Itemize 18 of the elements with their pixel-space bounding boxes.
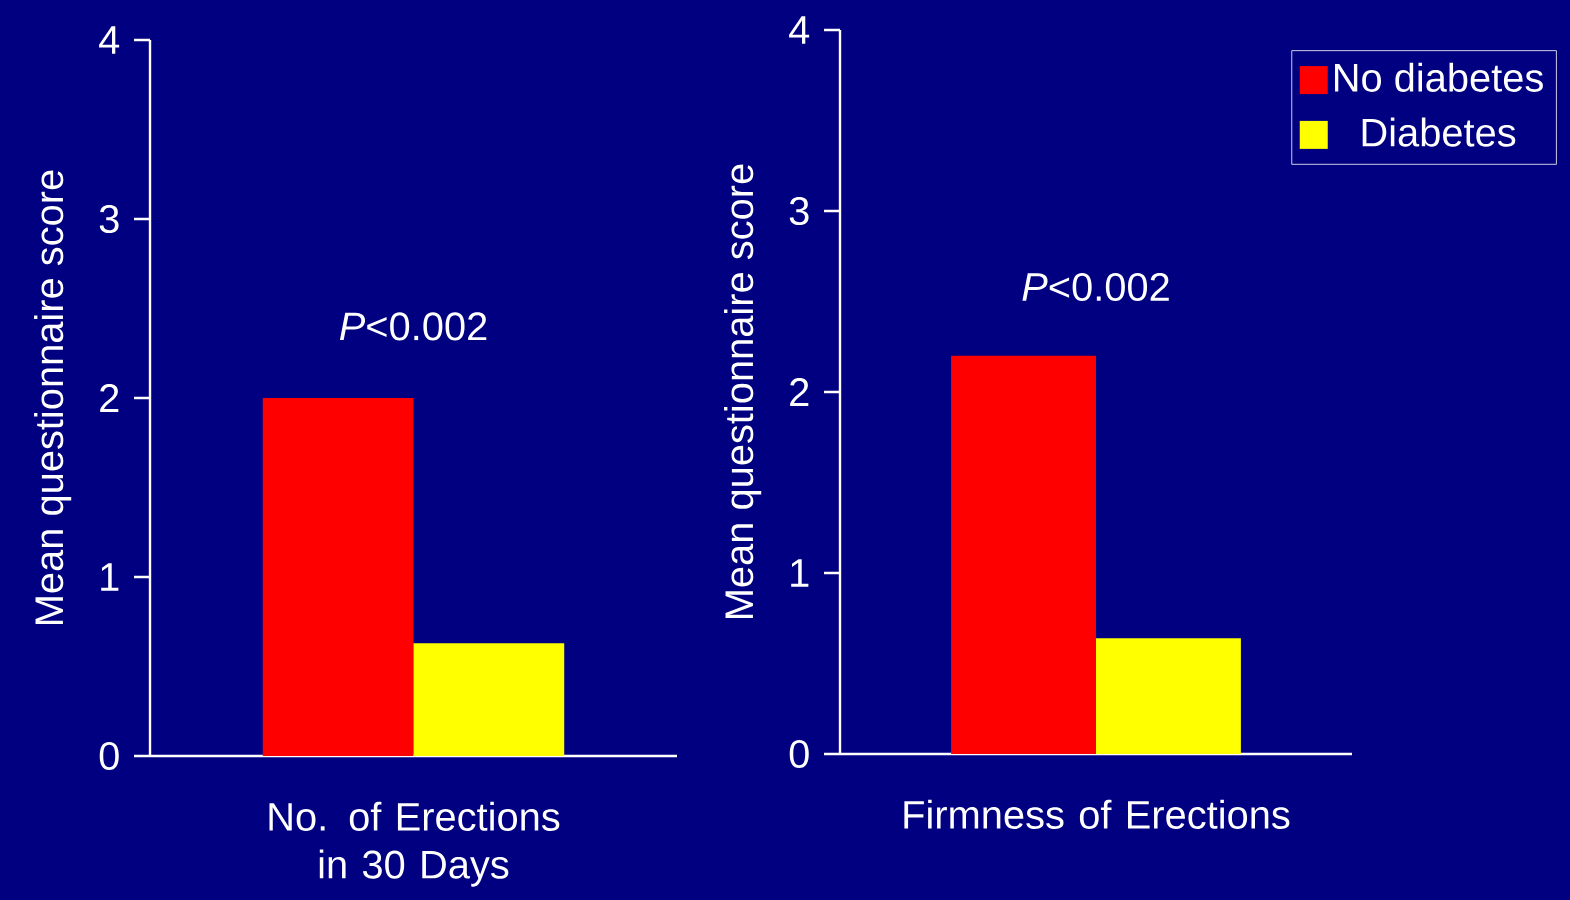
x-tick-label: No. of Erections in 30 Days: [269, 801, 560, 887]
y-tick-label: 3: [99, 204, 119, 234]
y-tick-label: 0: [789, 739, 809, 769]
y-tick-label: 2: [100, 384, 119, 412]
legend-label: No diabetes: [1335, 62, 1543, 92]
y-tick-label: 1: [101, 563, 119, 591]
x-tick-label: Firmness of Erections: [904, 799, 1290, 829]
annotation: P<0.002: [1022, 272, 1169, 302]
y-tick-label: 1: [791, 559, 809, 587]
legend-label: Diabetes: [1362, 117, 1516, 147]
y-tick-label: 4: [99, 26, 120, 54]
y-tick-label: 0: [99, 741, 119, 771]
y-axis-title: Mean questionnaire score: [724, 164, 762, 619]
y-tick-label: 2: [790, 378, 809, 406]
y-axis-title: Mean questionnaire score: [34, 170, 72, 625]
annotation: P<0.002: [339, 312, 487, 341]
y-tick-label: 4: [789, 16, 810, 44]
y-tick-label: 3: [789, 196, 809, 226]
